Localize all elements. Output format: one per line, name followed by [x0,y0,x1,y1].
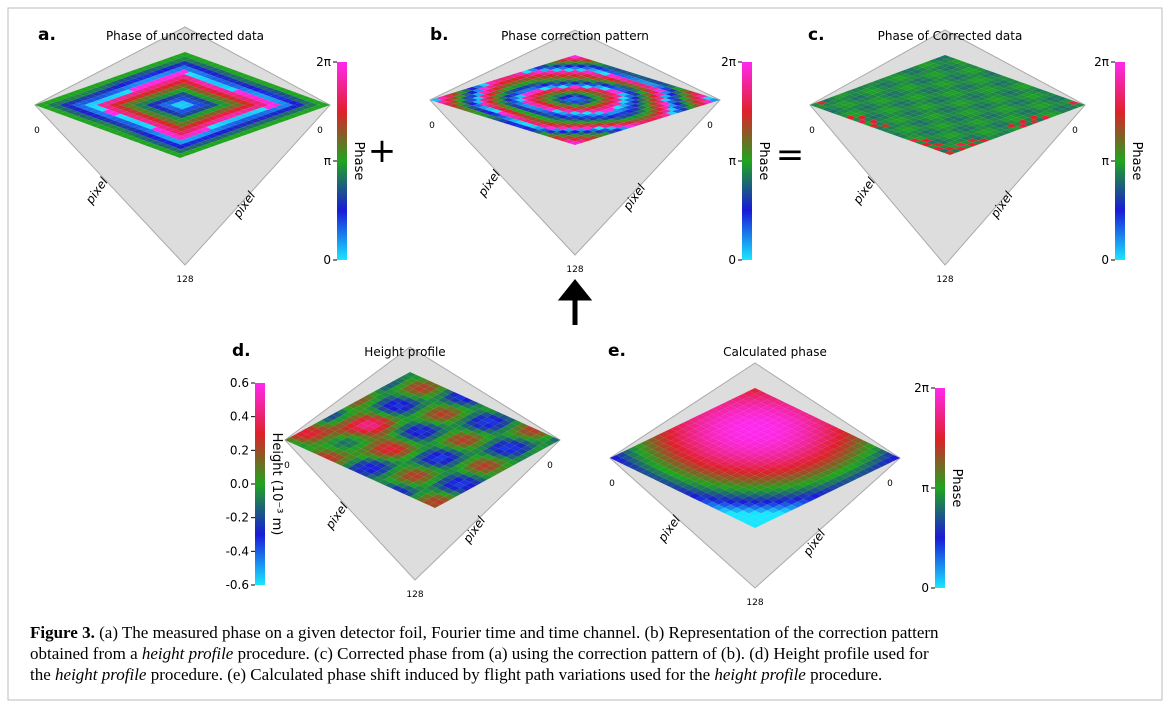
colorbar-tick-label: 0 [323,253,331,267]
caption-text: procedure. (c) Corrected phase from (a) … [233,644,929,663]
colorbar-tick-label: 0 [921,581,929,595]
caption-text: height profile [714,665,806,684]
panel-label: c. [808,25,825,45]
axis-tick-label: 0 [809,126,815,136]
colorbar-tick-label: 0.4 [230,410,249,424]
caption-text: obtained from a [30,644,142,663]
caption-label: Figure 3. [30,623,95,642]
panel-label: e. [608,341,626,361]
caption-text: procedure. (e) Calculated phase shift in… [146,665,714,684]
axis-tick-label: 0 [547,461,553,471]
caption-line: the height profile procedure. (e) Calcul… [30,665,882,684]
axis-tick-label: 128 [176,275,193,285]
colorbar-tick-label: 2π [914,381,929,395]
caption-text: the [30,665,55,684]
colorbar-tick-label: π [922,481,929,495]
axis-tick-label: 128 [406,590,423,600]
caption: Figure 3. (a) The measured phase on a gi… [30,623,939,684]
colorbar-tick-label: 0.0 [230,477,249,491]
colorbar-tick-label: π [729,154,736,168]
axis-tick-label: 0 [887,479,893,489]
panel-label: a. [38,25,56,45]
colorbar [1115,62,1125,260]
axis-tick-label: 128 [936,275,953,285]
colorbar-tick-label: 2π [721,55,736,69]
panel-label: b. [430,25,449,45]
colorbar-label: Phase [351,142,366,181]
caption-text: (a) The measured phase on a given detect… [95,623,939,642]
colorbar [255,383,265,585]
colorbar-tick-label: 2π [1094,55,1109,69]
colorbar-label: Height (10⁻³ m) [269,433,284,536]
caption-line: obtained from a height profile procedure… [30,644,929,663]
axis-tick-label: 128 [746,598,763,608]
caption-text: height profile [55,665,147,684]
colorbar-tick-label: 0 [1101,253,1109,267]
colorbar-label: Phase [949,469,964,508]
colorbar-tick-label: 0.2 [230,443,249,457]
panel-label: d. [232,341,251,361]
caption-text: height profile [142,644,234,663]
panel-title: Phase correction pattern [501,29,649,43]
figure: a.Phase of uncorrected data00128pixelpix… [0,0,1170,713]
surface [610,388,900,528]
colorbar [742,62,752,260]
operator: + [368,131,397,171]
panel-title: Phase of uncorrected data [106,29,264,43]
axis-tick-label: 0 [707,121,713,131]
colorbar-tick-label: 0 [728,253,736,267]
colorbar-tick-label: 2π [316,55,331,69]
colorbar-tick-label: -0.2 [226,511,249,525]
axis-tick-label: 0 [284,461,290,471]
colorbar [337,62,347,260]
surface [285,372,560,508]
colorbar-tick-label: π [324,154,331,168]
axis-tick-label: 0 [1072,126,1078,136]
caption-line: Figure 3. (a) The measured phase on a gi… [30,623,939,642]
colorbar-tick-label: -0.6 [226,578,249,592]
panel-title: Calculated phase [723,345,827,359]
arrow [563,283,587,325]
axis-tick-label: 128 [566,265,583,275]
colorbar-tick-label: -0.4 [226,544,249,558]
panel-title: Height profile [364,345,445,359]
axis-tick-label: 0 [429,121,435,131]
panel-title: Phase of Corrected data [878,29,1023,43]
axis-tick-label: 0 [317,126,323,136]
colorbar-tick-label: π [1102,154,1109,168]
colorbar [935,388,945,588]
colorbar-label: Phase [756,142,771,181]
axis-tick-label: 0 [34,126,40,136]
axis-tick-label: 0 [609,479,615,489]
colorbar-label: Phase [1129,142,1144,181]
colorbar-tick-label: 0.6 [230,376,249,390]
operator: = [776,135,805,175]
caption-text: procedure. [806,665,882,684]
